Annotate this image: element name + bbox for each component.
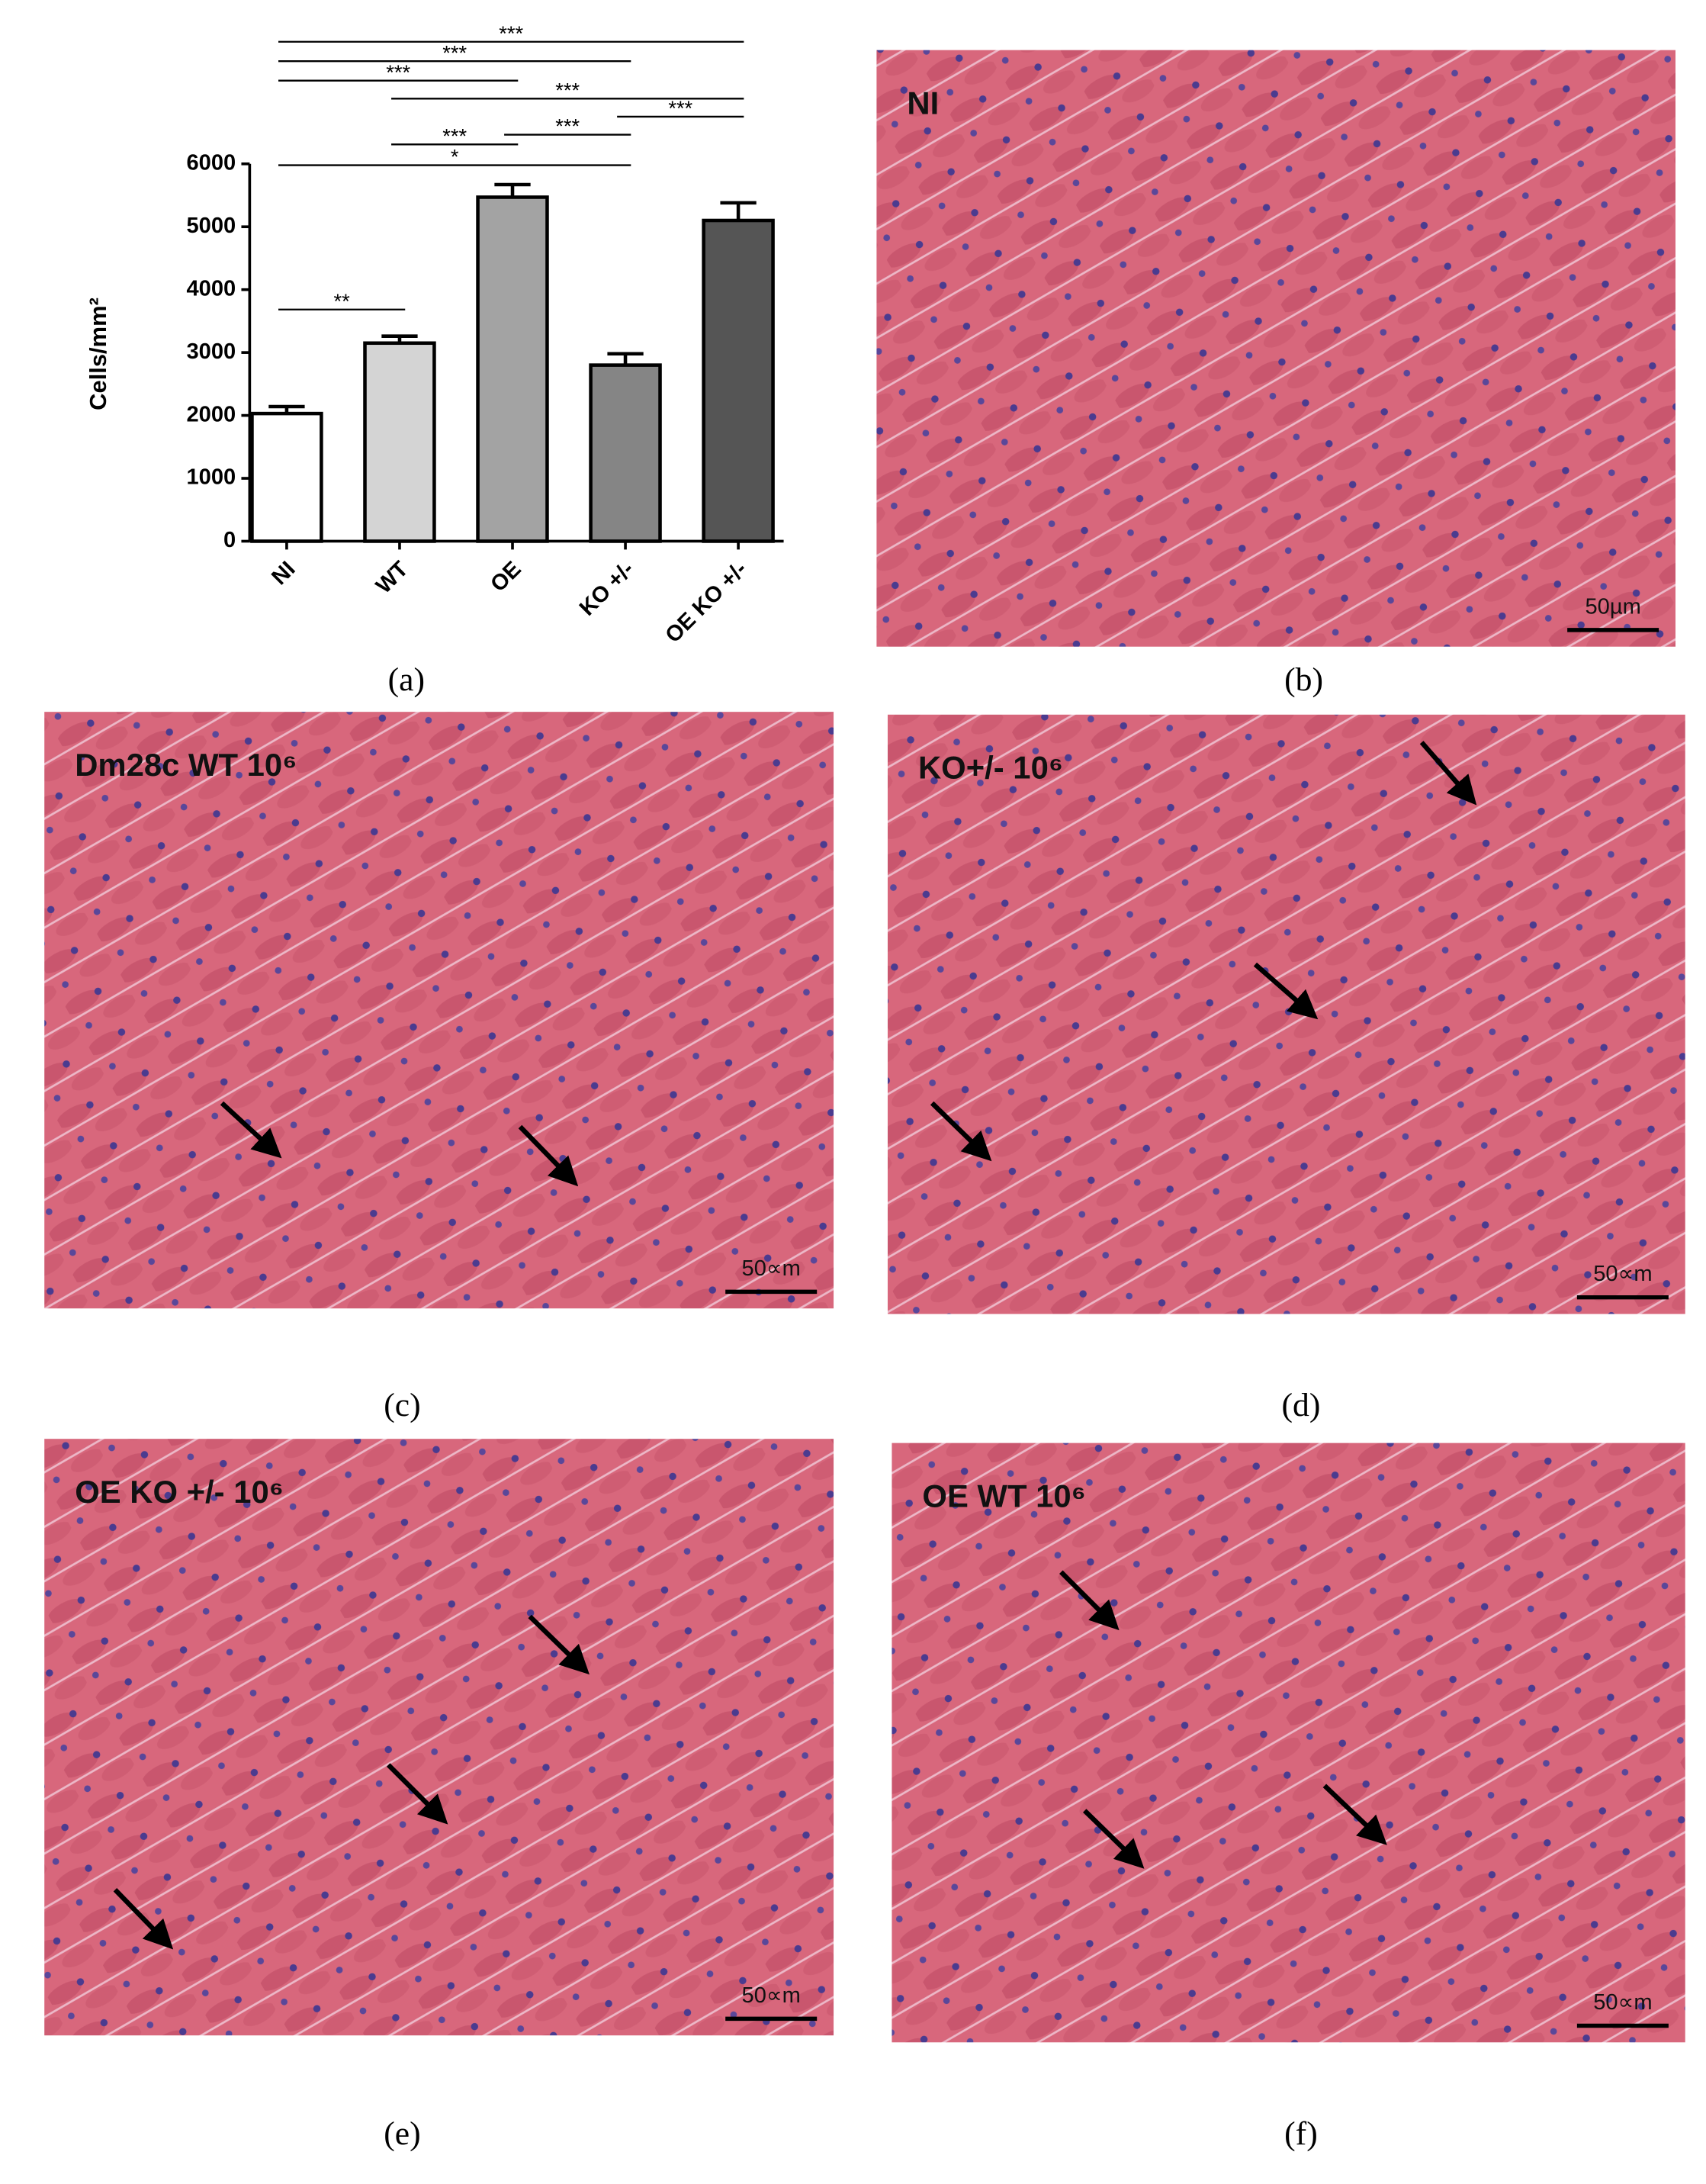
bar: [589, 363, 662, 543]
panel-label: (d): [1282, 1387, 1321, 1423]
micrograph-panel: KO+/- 10⁶ 50∝m: [887, 714, 1685, 1314]
panel-caption: Dm28c WT 10⁶: [75, 747, 297, 783]
significance-label: ***: [555, 78, 580, 101]
bar: [250, 411, 323, 543]
x-tick-label: OE: [486, 557, 525, 597]
micrograph: [44, 1439, 834, 2036]
x-tick-label: NI: [267, 557, 300, 590]
panel-caption: OE KO +/- 10⁶: [75, 1474, 284, 1510]
panel-label: (b): [1284, 661, 1323, 698]
panel-caption: OE WT 10⁶: [922, 1478, 1086, 1513]
arrow: [1083, 1809, 1145, 1869]
x-tick-label: OE KO +/-: [661, 557, 752, 648]
micrograph: [876, 50, 1675, 647]
panel-label: (a): [388, 661, 425, 698]
micrograph-panel: OE KO +/- 10⁶ 50∝m: [44, 1439, 834, 2036]
y-tick-label: 1000: [186, 465, 236, 490]
scale-label: 50∝m: [742, 1983, 801, 2008]
arrow: [1059, 1570, 1120, 1631]
panel-caption: KO+/- 10⁶: [918, 750, 1063, 786]
scale-label: 50µm: [1585, 594, 1640, 619]
arrow: [113, 1888, 174, 1950]
y-tick-label: 4000: [186, 276, 236, 301]
arrow: [1253, 962, 1319, 1020]
significance-label: ***: [499, 21, 523, 45]
micrograph: [892, 1443, 1685, 2043]
panel-caption: NI: [907, 85, 939, 121]
y-tick-label: 5000: [186, 214, 236, 238]
x-tick-label: WT: [371, 557, 413, 599]
micrograph-panel: Dm28c WT 10⁶ 50∝m: [44, 712, 834, 1309]
significance-label: ***: [668, 96, 692, 120]
significance-label: *: [451, 145, 459, 169]
micrograph-panel: NI 50µm: [876, 50, 1675, 647]
arrow: [528, 1614, 590, 1675]
micrograph: [44, 712, 834, 1309]
arrow: [1419, 741, 1477, 806]
significance-label: ***: [442, 124, 467, 147]
y-tick-label: 6000: [186, 150, 236, 175]
bar: [476, 195, 549, 543]
panel-label: (f): [1284, 2115, 1318, 2152]
x-tick-label: KO +/-: [575, 557, 639, 621]
y-tick-label: 3000: [186, 339, 236, 364]
bar: [702, 218, 775, 543]
micrograph-panel: OE WT 10⁶ 50∝m: [892, 1443, 1685, 2043]
significance-label: **: [334, 289, 351, 313]
y-tick-label: 0: [223, 528, 236, 552]
panel-label: (c): [384, 1387, 420, 1423]
y-tick-label: 2000: [186, 402, 236, 426]
arrow: [1322, 1784, 1387, 1845]
arrow: [220, 1101, 282, 1159]
arrow: [518, 1124, 579, 1187]
arrow: [930, 1101, 992, 1162]
scale-label: 50∝m: [1593, 1262, 1652, 1286]
significance-label: ***: [555, 114, 580, 138]
micrograph: [887, 714, 1685, 1314]
panel-label: (e): [384, 2115, 420, 2152]
significance-label: ***: [386, 60, 410, 84]
scale-label: 50∝m: [742, 1256, 801, 1281]
arrow: [386, 1763, 448, 1825]
significance-label: ***: [442, 40, 467, 64]
scale-label: 50∝m: [1593, 1990, 1652, 2015]
y-axis-label: Cells/mm²: [85, 298, 111, 410]
bar: [363, 341, 436, 543]
